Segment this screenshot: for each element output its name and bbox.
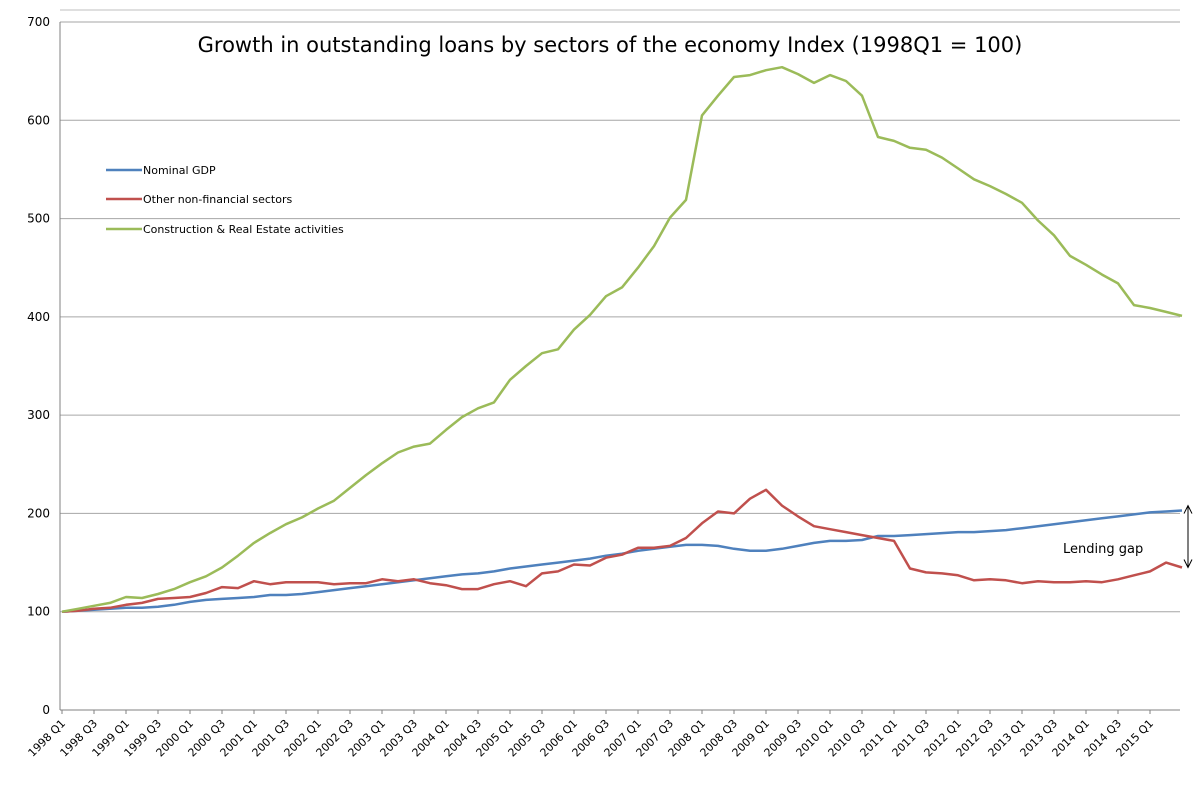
- lending-gap-label: Lending gap: [1063, 542, 1143, 557]
- legend-label: Other non-financial sectors: [143, 193, 292, 206]
- y-tick-label: 0: [42, 703, 50, 717]
- lending-gap-arrowhead-top: [1183, 504, 1193, 514]
- chart-title: Growth in outstanding loans by sectors o…: [198, 33, 1023, 57]
- y-tick-label: 600: [27, 113, 50, 127]
- lending-gap-arrowhead-bottom: [1183, 559, 1193, 569]
- y-tick-label: 400: [27, 310, 50, 324]
- legend-label: Construction & Real Estate activities: [143, 223, 344, 236]
- series-line-3: [61, 65, 1183, 613]
- y-tick-label: 200: [27, 506, 50, 520]
- gridlines: [60, 9, 1180, 613]
- annotations: Lending gap: [1063, 504, 1193, 569]
- series-line-2: [61, 488, 1183, 613]
- y-tick-label: 300: [27, 408, 50, 422]
- y-tick-label: 100: [27, 605, 50, 619]
- series-lines: [61, 65, 1183, 613]
- y-tick-label: 500: [27, 212, 50, 226]
- y-tick-label: 700: [27, 15, 50, 29]
- legend: Nominal GDP Other non-financial sectors Co…: [106, 164, 344, 236]
- legend-label: Nominal GDP: [143, 164, 216, 177]
